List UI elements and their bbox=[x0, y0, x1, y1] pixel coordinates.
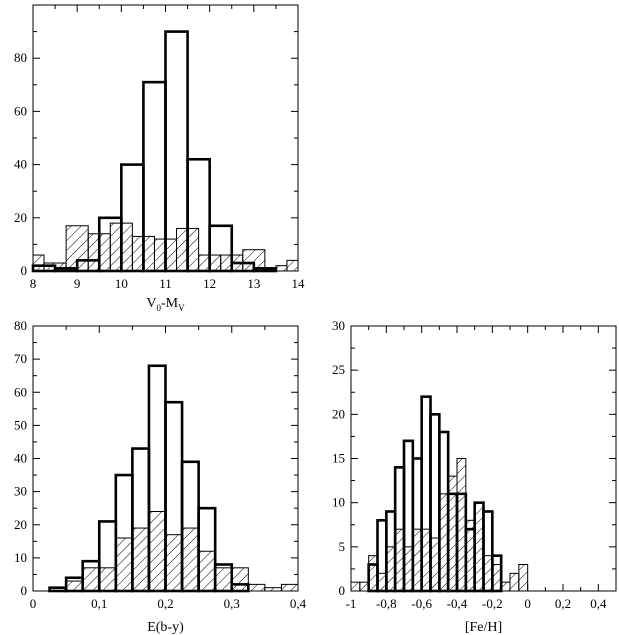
y-tick-label: 40 bbox=[14, 451, 27, 466]
x-axis-label: V0-MV bbox=[146, 296, 185, 313]
hatched-bar bbox=[509, 572, 520, 592]
y-tick-label: 50 bbox=[14, 417, 27, 432]
hatched-bar bbox=[148, 511, 166, 592]
hatched-bar bbox=[438, 493, 449, 592]
hatched-bar bbox=[286, 259, 299, 272]
hatched-bar bbox=[500, 581, 511, 592]
hatched-bar bbox=[165, 534, 183, 592]
hatched-bar bbox=[518, 564, 529, 592]
x-tick-label: -0,6 bbox=[411, 596, 432, 611]
hatched-bar bbox=[368, 555, 378, 592]
hatched-bar bbox=[430, 537, 440, 592]
y-tick-label: 20 bbox=[332, 406, 345, 421]
hatched-bar bbox=[181, 527, 200, 592]
y-tick-label: 0 bbox=[21, 263, 28, 278]
histogram-feh: -1 -0,8 -0,6 -0,4 -0,2 0 0,2 0,4 0 5 10 15 20 25 30 [Fe… bbox=[332, 318, 617, 635]
y-tick-label: 80 bbox=[14, 50, 27, 65]
hatched-bar bbox=[385, 546, 396, 592]
y-tick-label: 0 bbox=[21, 583, 28, 598]
hatched-bar bbox=[275, 265, 288, 272]
x-tick-label: 0,4 bbox=[590, 596, 607, 611]
histogram-v0-mv: 8 9 10 11 12 13 14 0 20 40 60 80 V0-MV bbox=[14, 4, 306, 313]
x-axis-label: [Fe/H] bbox=[465, 620, 502, 635]
y-tick-label: 15 bbox=[332, 451, 345, 466]
hatched-bar bbox=[403, 546, 414, 592]
hatched-bar bbox=[32, 254, 45, 272]
y-tick-label: 30 bbox=[14, 484, 27, 499]
x-axis-label: E(b-y) bbox=[147, 620, 184, 635]
x-tick-label: 0,4 bbox=[290, 596, 307, 611]
hatched-bar bbox=[377, 572, 387, 592]
x-tick-label: 0 bbox=[30, 596, 37, 611]
hatched-bar bbox=[350, 581, 361, 592]
x-tick-label: -1 bbox=[346, 596, 357, 611]
hatched-bar bbox=[483, 555, 493, 592]
x-tick-label: 13 bbox=[247, 276, 260, 291]
x-tick-label: 0 bbox=[524, 596, 531, 611]
x-tick-label: 0,3 bbox=[224, 596, 240, 611]
x-tick-label: 0,2 bbox=[555, 596, 571, 611]
x-tick-label: 12 bbox=[203, 276, 216, 291]
y-tick-label: 0 bbox=[339, 583, 346, 598]
hatched-bar bbox=[491, 564, 502, 592]
hatched-bar bbox=[82, 567, 100, 592]
y-tick-label: 40 bbox=[14, 157, 27, 172]
y-tick-label: 5 bbox=[339, 539, 346, 554]
hatched-bar bbox=[359, 581, 370, 592]
hatched-bar bbox=[474, 502, 484, 592]
y-tick-label: 10 bbox=[332, 495, 345, 510]
hatched-bar bbox=[115, 537, 133, 592]
hatched-bar bbox=[198, 550, 216, 592]
x-tick-label: -0,2 bbox=[482, 596, 503, 611]
x-tick-label: 10 bbox=[115, 276, 128, 291]
hatched-bar bbox=[98, 567, 117, 592]
hatched-bar bbox=[465, 519, 476, 592]
x-tick-label: 11 bbox=[159, 276, 172, 291]
y-tick-label: 20 bbox=[14, 517, 27, 532]
histogram-eby: 0 0,1 0,2 0,3 0,4 0 10 20 30 40 50 60 70 80 E(b-y) bbox=[14, 318, 307, 635]
x-tick-label: 0,1 bbox=[91, 596, 107, 611]
hatched-bar bbox=[214, 567, 233, 592]
hatched-bar bbox=[456, 458, 467, 592]
x-tick-label: 9 bbox=[74, 276, 81, 291]
hatched-bar bbox=[231, 567, 249, 592]
y-tick-label: 10 bbox=[14, 550, 27, 565]
x-tick-label: -0,4 bbox=[447, 596, 468, 611]
x-tick-label: 14 bbox=[292, 276, 306, 291]
hatched-bar bbox=[65, 580, 84, 592]
hatched-bar bbox=[394, 528, 405, 592]
hatched-bar bbox=[280, 583, 299, 592]
hatched-bar bbox=[412, 528, 423, 592]
y-tick-label: 60 bbox=[14, 384, 27, 399]
x-tick-label: -0,8 bbox=[376, 596, 397, 611]
y-tick-label: 25 bbox=[332, 362, 345, 377]
y-tick-label: 70 bbox=[14, 351, 27, 366]
y-tick-label: 20 bbox=[14, 210, 27, 225]
y-tick-label: 80 bbox=[14, 318, 27, 333]
hatched-bar bbox=[247, 583, 266, 592]
y-tick-label: 30 bbox=[332, 318, 345, 333]
x-tick-label: 8 bbox=[30, 276, 37, 291]
hatched-bar bbox=[421, 528, 431, 592]
y-tick-label: 60 bbox=[14, 103, 27, 118]
x-tick-label: 0,2 bbox=[157, 596, 173, 611]
hatched-bar bbox=[131, 527, 150, 592]
